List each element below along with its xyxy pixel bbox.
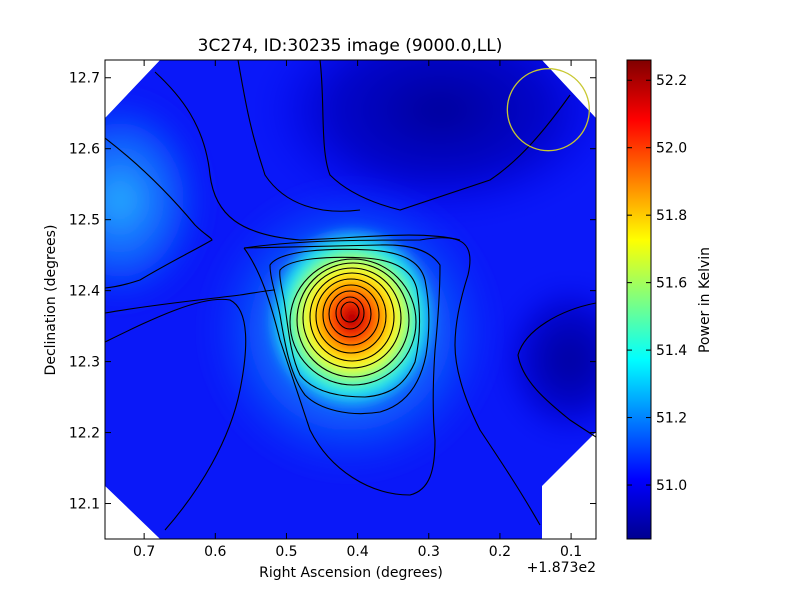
x-tick-label: 0.1 <box>560 544 582 560</box>
chart-title: 3C274, ID:30235 image (9000.0,LL) <box>198 36 503 56</box>
colorbar: 51.0 51.2 51.4 51.6 51.8 52.0 52.2 Power in Ke… <box>626 59 713 540</box>
x-axis-ticks: 0.7 0.6 0.5 0.4 0.3 0.2 0.1 <box>133 60 582 560</box>
y-tick-label: 12.7 <box>69 71 100 87</box>
y-tick-label: 12.5 <box>69 213 100 229</box>
x-tick-label: 0.5 <box>275 544 297 560</box>
colorbar-tick-label: 52.2 <box>656 73 687 89</box>
x-axis-label: Right Ascension (degrees) <box>259 565 443 581</box>
x-tick-label: 0.4 <box>346 544 368 560</box>
y-tick-label: 12.2 <box>69 426 100 442</box>
colorbar-tick-label: 51.6 <box>656 276 687 292</box>
y-axis-label: Declination (degrees) <box>43 225 59 376</box>
y-tick-label: 12.3 <box>69 355 100 371</box>
colorbar-tick-label: 52.0 <box>656 141 687 157</box>
y-tick-label: 12.4 <box>69 284 100 300</box>
colorbar-tick-label: 51.0 <box>656 478 687 494</box>
y-tick-label: 12.6 <box>69 142 100 158</box>
x-tick-label: 0.6 <box>204 544 226 560</box>
colorbar-ticks: 51.0 51.2 51.4 51.6 51.8 52.0 52.2 <box>627 73 687 494</box>
blank-corners <box>105 60 596 539</box>
x-tick-label: 0.2 <box>489 544 511 560</box>
colorbar-tick-label: 51.4 <box>656 343 687 359</box>
x-axis-offset: +1.873e2 <box>527 560 596 576</box>
contour-lines <box>105 60 596 531</box>
x-tick-label: 0.3 <box>418 544 440 560</box>
colorbar-tick-label: 51.2 <box>656 411 687 427</box>
heatmap-image <box>105 60 596 539</box>
plot-area <box>104 59 597 540</box>
beam-circle <box>506 68 590 152</box>
colorbar-gradient <box>626 59 652 540</box>
y-axis-ticks: 12.1 12.2 12.3 12.4 12.5 12.6 12.7 <box>69 71 596 513</box>
colorbar-tick-label: 51.8 <box>656 208 687 224</box>
y-tick-label: 12.1 <box>69 497 100 513</box>
plot-frame <box>104 59 597 540</box>
x-tick-label: 0.7 <box>133 544 155 560</box>
colorbar-label: Power in Kelvin <box>697 247 713 353</box>
